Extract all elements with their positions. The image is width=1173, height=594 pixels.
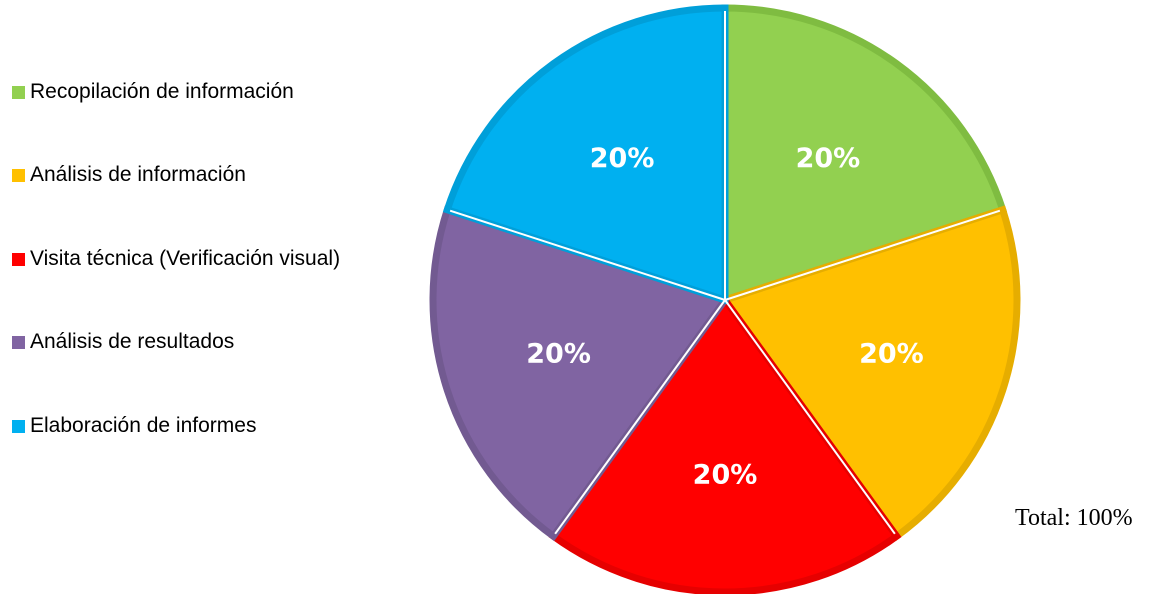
legend-item: Visita técnica (Verificación visual) <box>12 245 340 273</box>
legend-label: Recopilación de información <box>30 80 294 103</box>
slice-separator-4 <box>554 299 726 535</box>
pie-slice-3 <box>548 294 902 594</box>
legend-swatch <box>12 252 25 266</box>
legend-label: Visita técnica (Verificación visual) <box>30 247 341 270</box>
slice-data-label-3: 20% <box>693 460 758 491</box>
slice-separator-3 <box>724 299 896 535</box>
pie-slice-1 <box>721 4 1008 305</box>
pie-slice-5 <box>442 4 729 305</box>
pie-slice-4 <box>429 205 731 542</box>
chart-legend: Recopilación de información Análisis de i… <box>0 0 420 594</box>
total-label: Total: 100% <box>1015 505 1133 531</box>
legend-label: Análisis de información <box>30 163 246 186</box>
legend-item: Análisis de resultados <box>12 328 234 356</box>
legend-item: Elaboración de informes <box>12 412 256 440</box>
slice-separator-2 <box>724 209 1001 301</box>
slice-data-label-2: 20% <box>859 339 924 370</box>
legend-swatch <box>12 419 25 433</box>
slice-data-label-1: 20% <box>796 143 861 174</box>
legend-label: Elaboración de informes <box>30 414 257 437</box>
slice-data-label-4: 20% <box>526 339 591 370</box>
legend-swatch <box>12 168 25 182</box>
legend-label: Análisis de resultados <box>30 330 235 353</box>
slice-data-label-5: 20% <box>590 143 655 174</box>
pie-slice-2 <box>719 205 1021 542</box>
slice-separator-5 <box>449 209 726 301</box>
legend-item: Análisis de información <box>12 161 246 189</box>
legend-item: Recopilación de información <box>12 78 294 106</box>
legend-swatch <box>12 85 25 99</box>
legend-swatch <box>12 335 25 349</box>
